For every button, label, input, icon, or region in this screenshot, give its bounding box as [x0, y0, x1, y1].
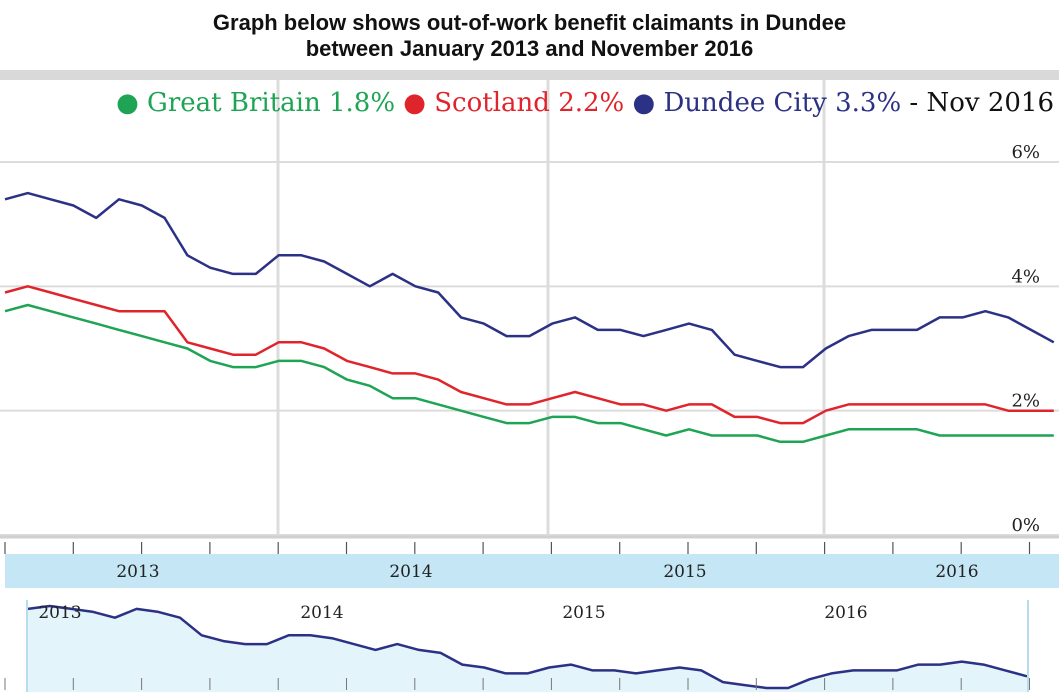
overview-year-label: 2015	[562, 603, 605, 623]
series-layer	[4, 191, 1055, 444]
x-axis: 2013 2014 2015 2016	[4, 542, 1059, 588]
overview-area	[28, 606, 1027, 692]
legend-marker-scotland: ●	[395, 88, 426, 118]
chart-title-line-1: Graph below shows out-of-work benefit cl…	[212, 10, 847, 35]
overview-year-label: 2016	[824, 603, 867, 623]
series-line-dundee-city	[4, 191, 1055, 369]
title-divider	[0, 70, 1059, 80]
y-tick-label: 2%	[1011, 391, 1040, 412]
overview-navigator[interactable]: 2013 2014 2015 2016	[4, 600, 1030, 692]
line-chart: ● Great Britain 1.8% ● Scotland 2.2% ● D…	[0, 80, 1059, 692]
x-year-label: 2013	[116, 562, 159, 582]
series-line-scotland	[4, 285, 1054, 425]
overview-year-label: 2014	[300, 603, 343, 623]
x-axis-year-band	[5, 554, 1059, 588]
y-tick-label: 0%	[1011, 515, 1040, 536]
series-line-great-britain	[4, 303, 1054, 444]
legend-marker-dundee-city: ●	[624, 88, 655, 118]
overview-year-label: 2013	[38, 603, 81, 623]
legend: ● Great Britain 1.8% ● Scotland 2.2% ● D…	[116, 88, 1054, 118]
legend-item-dundee-city: Dundee City 3.3%	[655, 88, 901, 118]
x-year-label: 2016	[935, 562, 978, 582]
x-year-label: 2015	[663, 562, 706, 582]
x-year-label: 2014	[389, 562, 432, 582]
grid-layer	[0, 80, 1059, 539]
y-tick-label: 6%	[1011, 142, 1040, 163]
overview-line-dundee-city	[27, 604, 1028, 690]
legend-marker-great-britain: ●	[116, 88, 139, 118]
y-axis-ticks: 0% 2% 4% 6%	[1011, 142, 1040, 536]
legend-line: ● Great Britain 1.8% ● Scotland 2.2% ● D…	[116, 88, 1054, 118]
y-tick-label: 4%	[1011, 266, 1040, 287]
chart-title: Graph below shows out-of-work benefit cl…	[0, 0, 1059, 72]
chart-title-line-2: between January 2013 and November 2016	[305, 36, 754, 61]
legend-date-suffix: - Nov 2016	[901, 88, 1054, 118]
legend-item-great-britain: Great Britain 1.8%	[139, 88, 395, 118]
legend-item-scotland: Scotland 2.2%	[426, 88, 624, 118]
